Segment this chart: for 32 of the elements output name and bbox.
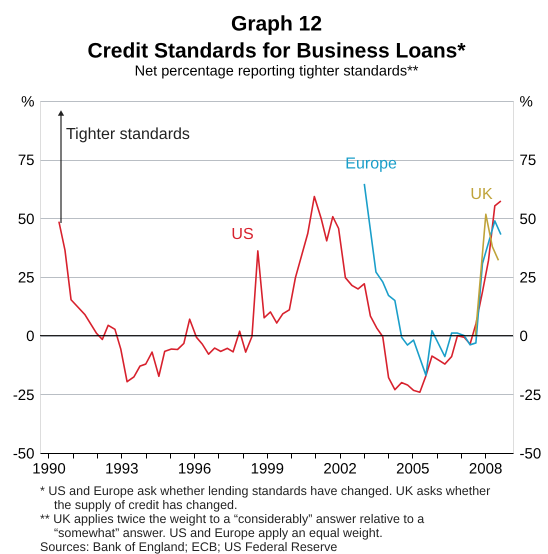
x-tick-label: 1993	[105, 460, 138, 478]
series-label: Europe	[345, 155, 397, 172]
chart-title: Graph 12 Credit Standards for Business Loans*	[87, 12, 466, 62]
x-tick-label: 2008	[468, 460, 502, 478]
y-tick-label: -50	[12, 446, 34, 462]
series-label: UK	[470, 186, 493, 203]
text: ** UK applies twice the weight to a “considerably” answer relative to a “somewhat” answer. US and Europe apply an equal weight.	[40, 512, 424, 540]
y2-tick-label: 25	[520, 270, 536, 286]
y2-tick-label: 75	[520, 152, 536, 170]
series-label: US	[231, 226, 254, 243]
x-tick-label: 1990	[32, 460, 66, 478]
y-tick-label: 50	[18, 210, 34, 228]
x-tick-label: 1996	[178, 460, 212, 478]
text: * US and Europe ask whether lending standards have changed. UK asks whether the supply of credit has changed.	[40, 484, 490, 512]
y-tick-label: 0	[26, 328, 34, 346]
x-tick-label: 2005	[396, 460, 430, 478]
y-tick-label: 25	[18, 270, 34, 286]
y2-tick-label: -50	[520, 446, 542, 462]
annotation: Tighter standards	[66, 126, 190, 143]
y-tick-label: %	[21, 94, 34, 110]
y2-tick-label: 0	[520, 328, 528, 346]
y2-tick-label: -25	[520, 386, 542, 404]
y-tick-label: 75	[18, 152, 34, 170]
chart-subtitle: Net percentage reporting tighter standards**	[134, 64, 419, 80]
line-series	[474, 214, 500, 336]
y-tick-label: -25	[12, 386, 34, 404]
x-tick-label: 2002	[323, 460, 357, 478]
source-note: Sources: Bank of England; ECB; US Federal Reserve	[40, 540, 338, 554]
x-tick-label: 1999	[250, 460, 284, 478]
line-series	[364, 183, 502, 376]
y2-tick-label: %	[520, 94, 533, 110]
y2-tick-label: 50	[520, 210, 536, 228]
